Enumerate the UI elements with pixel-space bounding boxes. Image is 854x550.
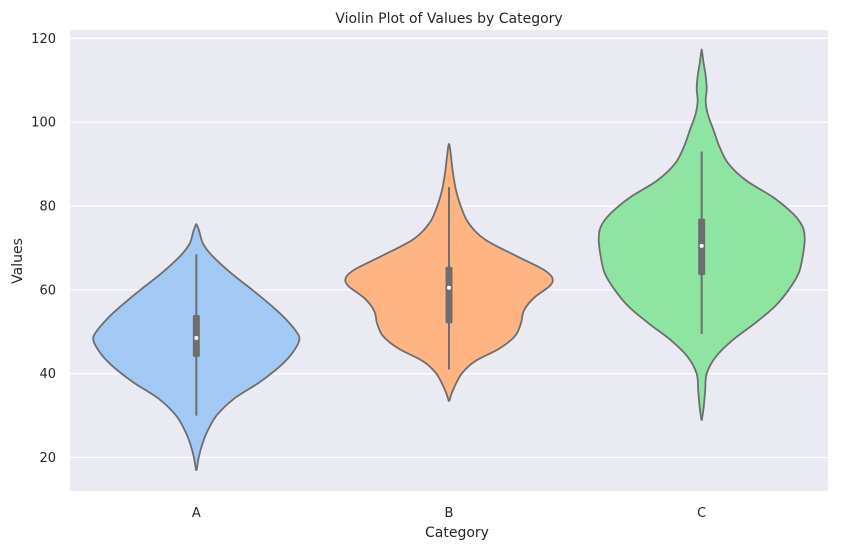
y-tick-labels: 20 40 60 80 100 120 (31, 32, 56, 466)
median-marker (447, 285, 451, 290)
violin-C (597, 48, 806, 421)
y-axis-label: Values (10, 238, 26, 284)
median-marker (699, 243, 704, 248)
y-tick-label: 100 (31, 116, 56, 131)
iqr-box (445, 266, 453, 324)
y-tick-label: 80 (39, 200, 56, 215)
x-axis-label: Category (425, 525, 489, 541)
y-tick-label: 40 (39, 367, 56, 382)
violin-B (344, 143, 554, 402)
y-tick-label: 120 (31, 32, 56, 47)
x-tick-label: A (192, 506, 201, 521)
iqr-box (192, 314, 200, 357)
x-tick-label: C (697, 506, 706, 521)
median-marker (194, 336, 199, 341)
y-tick-label: 60 (39, 283, 56, 298)
x-tick-label: B (445, 506, 454, 521)
x-tick-labels: A B C (192, 506, 706, 521)
violins (92, 48, 806, 471)
y-tick-label: 20 (39, 451, 56, 466)
chart-title: Violin Plot of Values by Category (335, 11, 562, 27)
violin-A (92, 223, 301, 471)
